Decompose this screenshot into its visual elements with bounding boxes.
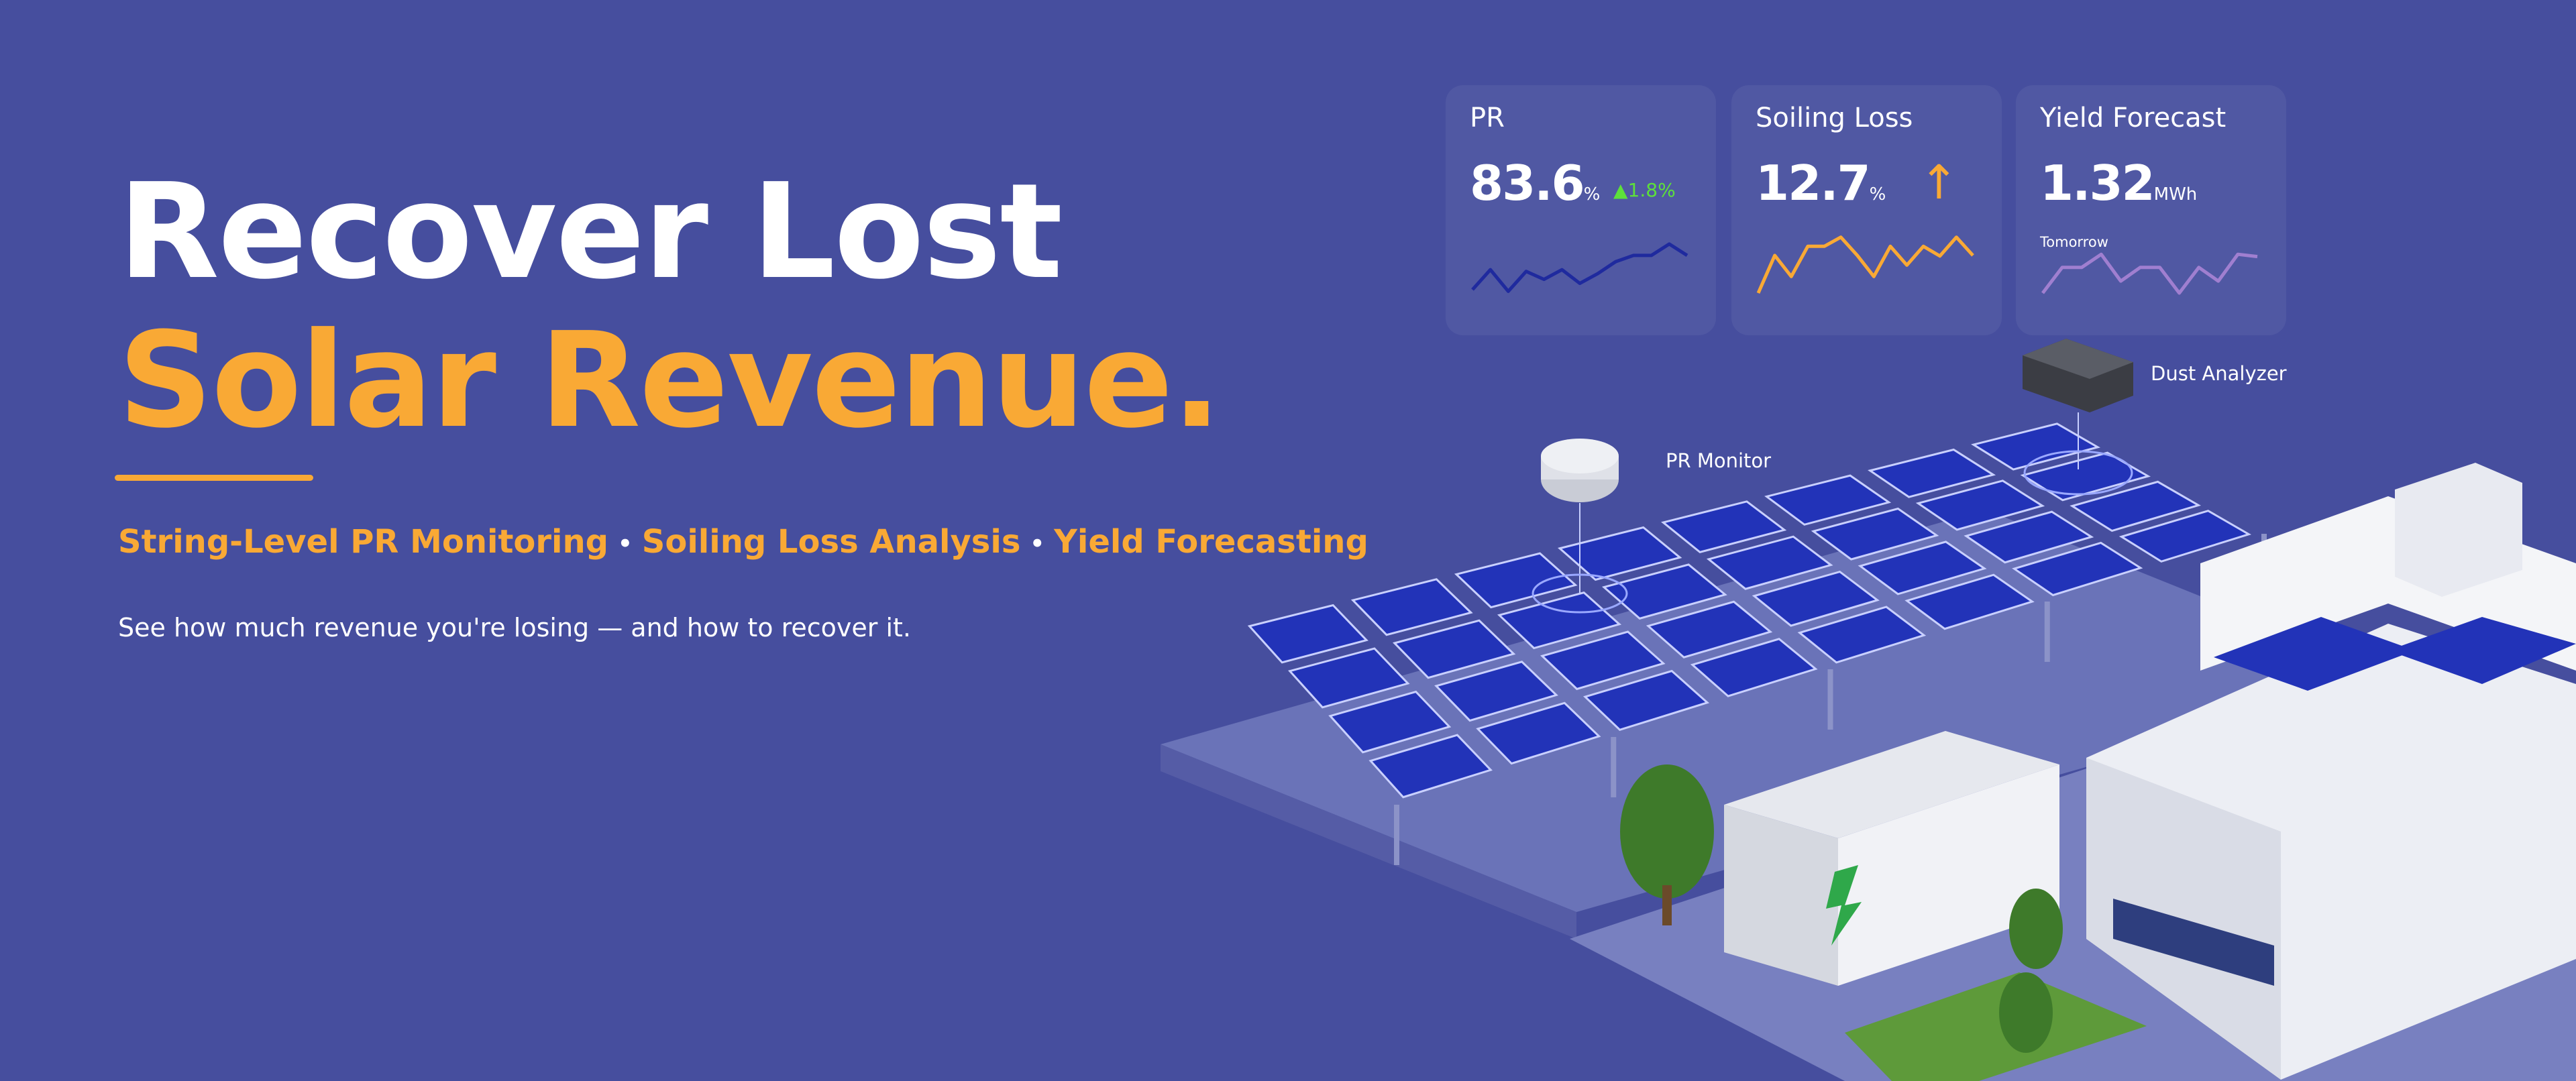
arrow-up-icon: ↑ xyxy=(1919,155,1959,210)
value-number: 12.7 xyxy=(1756,155,1871,211)
subheadline: See how much revenue you're losing — and… xyxy=(118,613,912,642)
solar-panel xyxy=(1661,500,1787,554)
trees xyxy=(1620,764,2147,1081)
solar-panel xyxy=(1583,669,1710,731)
solar-panel xyxy=(2012,541,2143,597)
solar-panel xyxy=(2118,510,2251,563)
dust-analyzer-device xyxy=(2023,339,2133,496)
pr-card: PR 83.6% ▲1.8% xyxy=(1446,85,1716,335)
solar-panel xyxy=(1797,606,1927,664)
sparkline-line xyxy=(2041,252,2258,295)
feature-soiling-loss: Soiling Loss Analysis xyxy=(641,523,1021,561)
yield-sparkline xyxy=(2041,252,2258,295)
separator-dot: • xyxy=(1030,530,1045,557)
solar-panel xyxy=(1868,448,1996,498)
solar-panel xyxy=(1811,507,1939,561)
feature-yield-forecasting: Yield Forecasting xyxy=(1054,523,1368,561)
solar-panel xyxy=(1646,600,1773,659)
solar-panel xyxy=(1601,563,1727,620)
sparkline-line xyxy=(1756,235,1974,294)
pr-monitor-device xyxy=(1532,439,1628,614)
solar-panel xyxy=(1706,535,1833,590)
value-unit: MWh xyxy=(2153,184,2198,205)
battery-container xyxy=(1724,731,2059,986)
solar-panel xyxy=(1904,573,2035,630)
feature-list: String-Level PR Monitoring • Soiling Loss … xyxy=(118,523,1368,561)
value-number: 1.32 xyxy=(2040,155,2155,211)
card-title: Soiling Loss xyxy=(1756,103,1913,133)
soiling-sparkline xyxy=(1756,235,1974,294)
value-number: 83.6 xyxy=(1470,155,1585,211)
solar-panel xyxy=(1964,510,2094,564)
solar-panel xyxy=(1476,701,1601,765)
dust-analyzer-label: Dust Analyzer xyxy=(2151,362,2287,385)
solar-panel-array xyxy=(1247,422,2251,799)
solar-panel xyxy=(1454,552,1578,609)
headline-underline xyxy=(115,475,313,481)
solar-panel xyxy=(1858,540,1987,595)
solar-panel xyxy=(1915,479,2045,531)
value-unit: % xyxy=(1869,184,1886,205)
solar-panel xyxy=(1350,578,1473,636)
office-building xyxy=(2086,463,2576,1080)
solar-panel xyxy=(1247,604,1368,664)
sparkline-line xyxy=(1471,242,1688,293)
delta-badge: ▲1.8% xyxy=(1613,179,1676,201)
card-value: 1.32MWh xyxy=(2040,155,2197,211)
solar-panel xyxy=(1368,734,1493,799)
solar-panel xyxy=(1434,661,1558,722)
solar-panel xyxy=(1497,591,1622,650)
solar-panel xyxy=(1557,526,1682,581)
pr-monitor-label: PR Monitor xyxy=(1666,449,1772,472)
solar-panel xyxy=(1540,630,1666,691)
solar-panel xyxy=(2070,480,2201,532)
solar-panel xyxy=(1287,647,1410,709)
separator-dot: • xyxy=(618,530,633,557)
card-value: 12.7% xyxy=(1756,155,1886,211)
soiling-loss-card: Soiling Loss 12.7% ↑ xyxy=(1731,85,2002,335)
solar-panel xyxy=(1392,619,1516,679)
headline-line-1: Recover Lost xyxy=(118,156,1063,308)
card-title: PR xyxy=(1470,103,1505,133)
value-unit: % xyxy=(1583,184,1601,205)
solar-panel xyxy=(1328,690,1452,754)
platform-edge xyxy=(1161,744,1576,939)
solar-panel xyxy=(1971,422,2100,471)
card-subtitle: Tomorrow xyxy=(2040,234,2108,250)
pr-sparkline xyxy=(1471,242,1688,293)
solar-panel xyxy=(1764,474,1892,526)
feature-pr-monitoring: String-Level PR Monitoring xyxy=(118,523,609,561)
card-value: 83.6% xyxy=(1470,155,1600,211)
array-platform xyxy=(1161,510,2402,912)
solar-panel xyxy=(1752,570,1880,627)
yield-forecast-card: Yield Forecast 1.32MWh Tomorrow xyxy=(2016,85,2286,335)
card-title: Yield Forecast xyxy=(2040,103,2226,133)
headline-line-2: Solar Revenue. xyxy=(118,304,1222,457)
solar-panel xyxy=(1690,638,1818,697)
